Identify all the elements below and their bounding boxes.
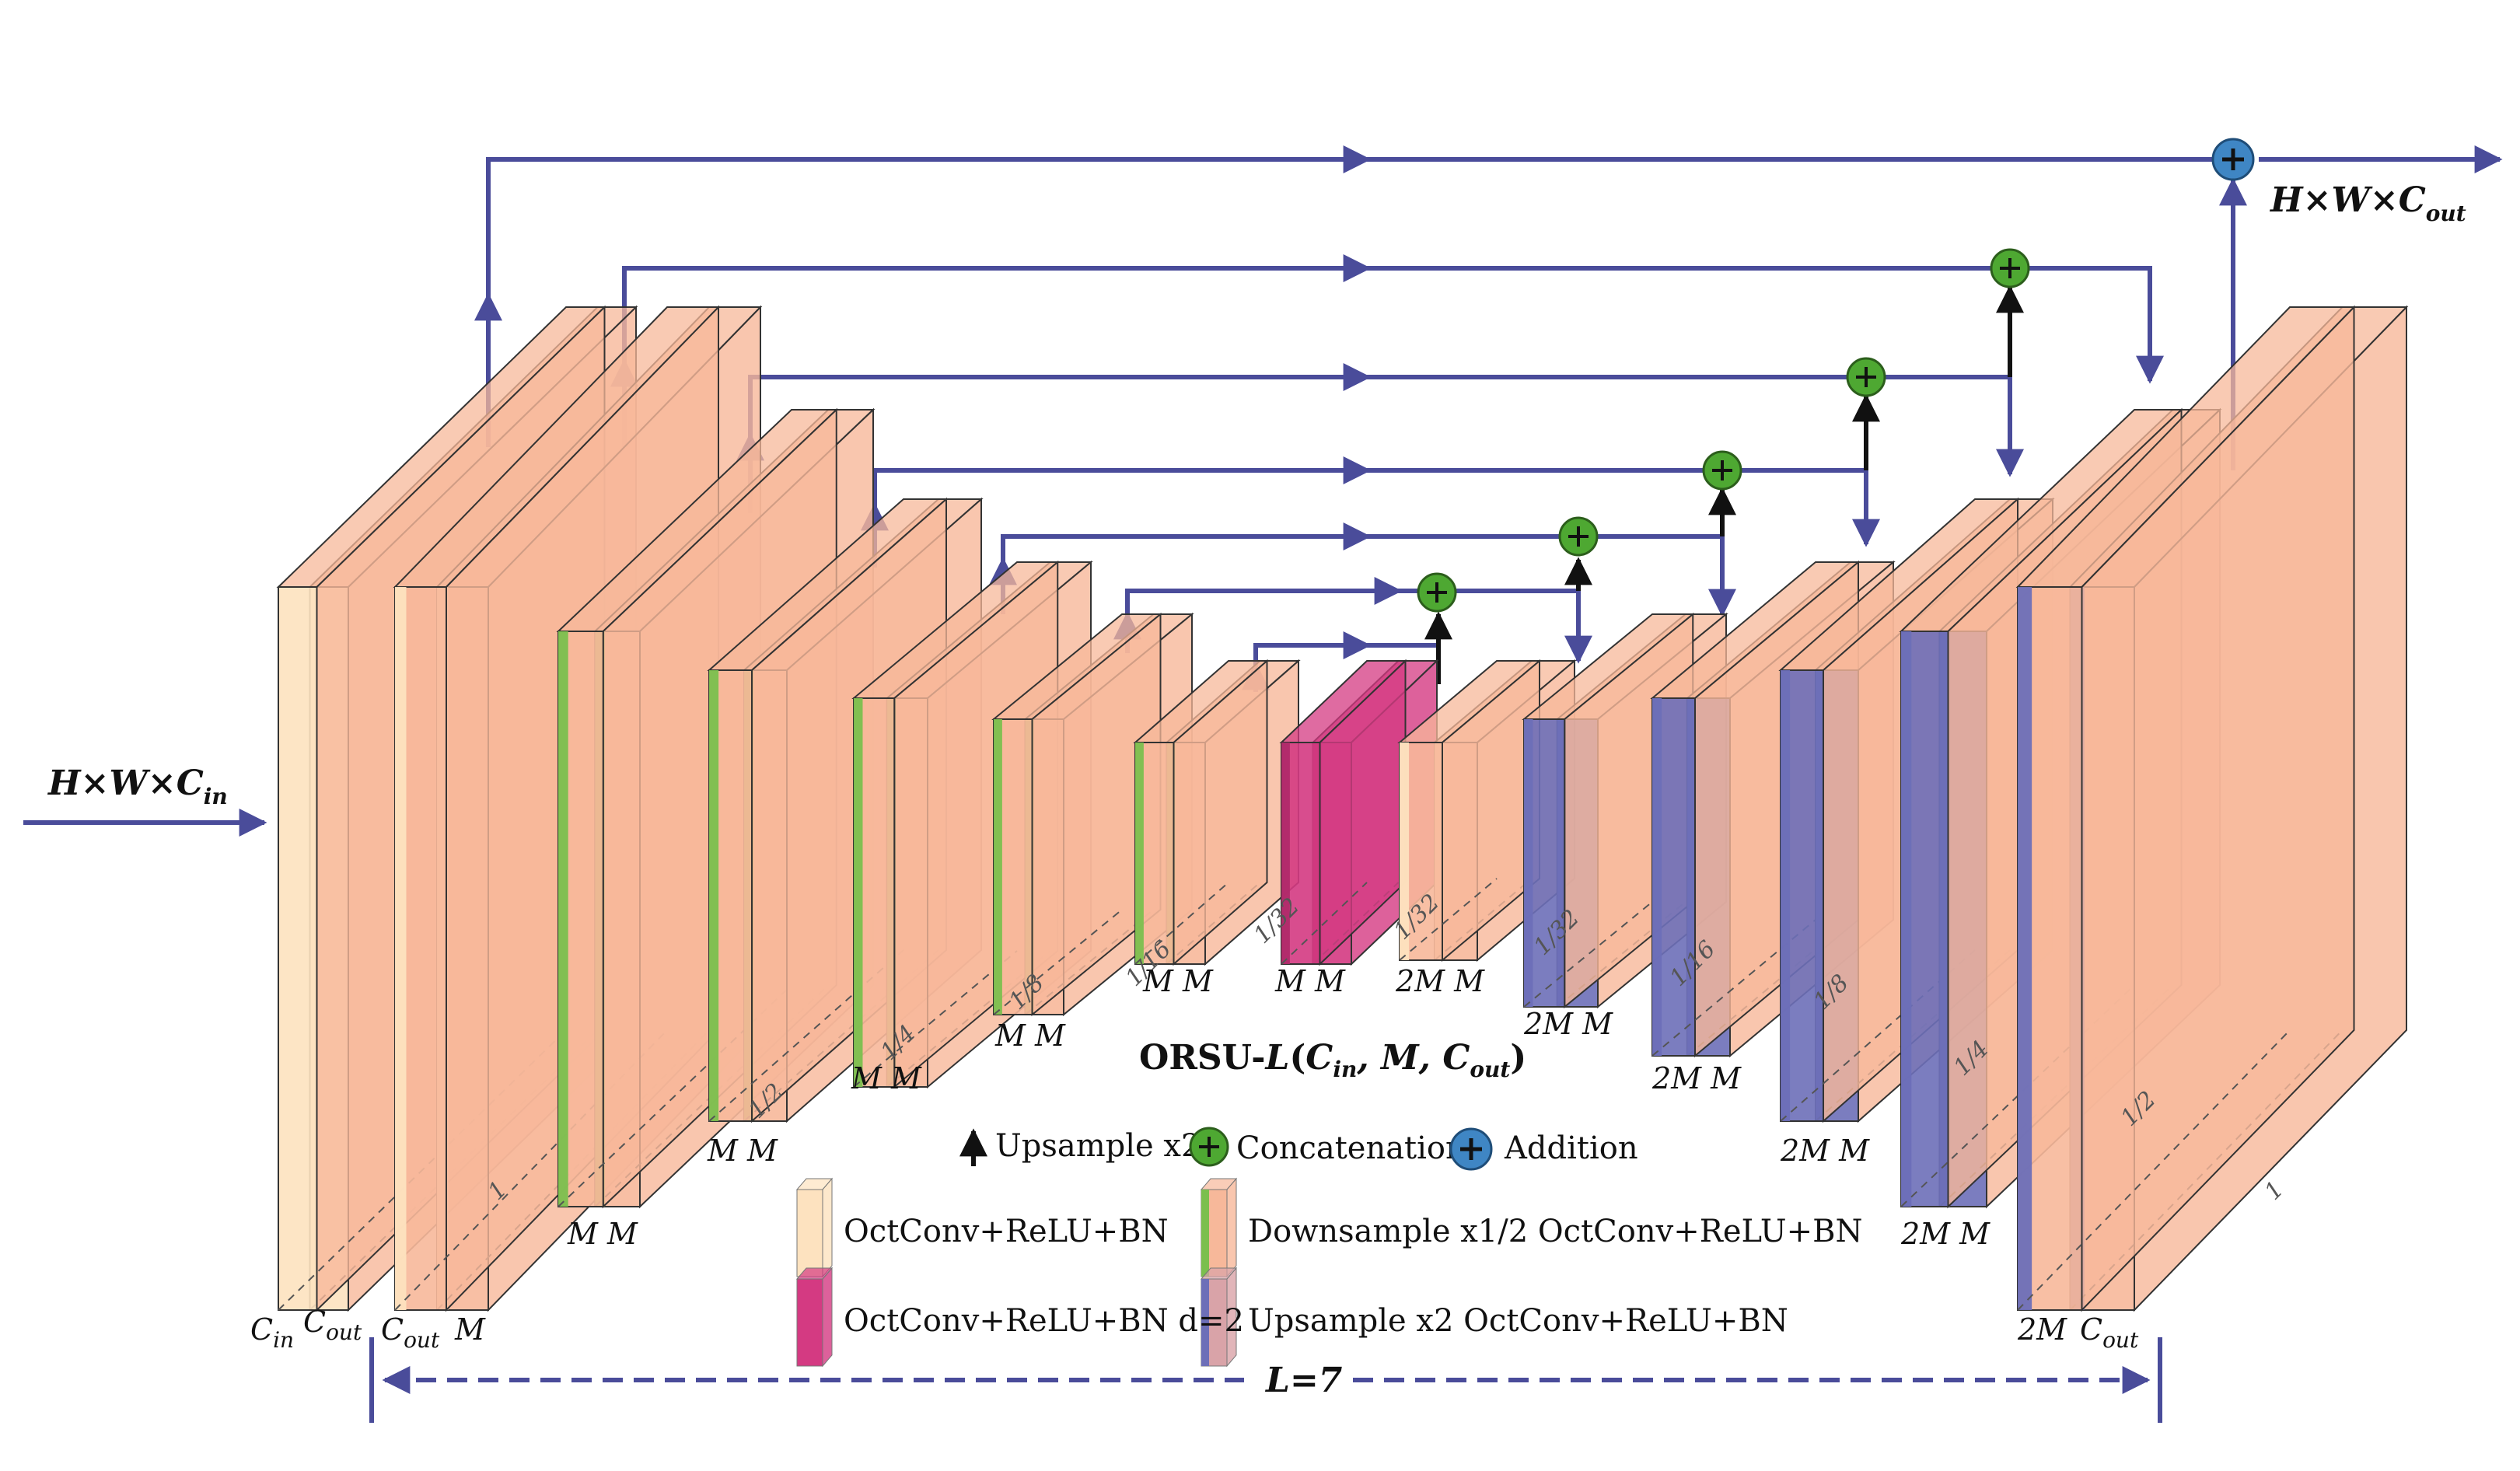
channel-labels: Cin Cout Cout M M M M M M M M M M M M M … xyxy=(250,964,2139,1353)
label-dec5: 2M M xyxy=(1395,964,1485,998)
skip-line-level2 xyxy=(748,375,2024,513)
label-enc2: M M xyxy=(707,1134,778,1168)
skip-line-level5 xyxy=(1125,589,1592,664)
legend-dilated-text: OctConv+ReLU+BN d=2 xyxy=(844,1303,1244,1339)
label-dec1: 2M M xyxy=(1900,1217,1990,1251)
label-enc1: M M xyxy=(567,1217,638,1251)
legend-octconv-text: OctConv+ReLU+BN xyxy=(844,1214,1169,1249)
block-bottleneck-slab-1 xyxy=(1279,659,1407,966)
block-enc5 xyxy=(1133,659,1301,966)
concat-node-4 xyxy=(1846,357,1886,397)
concat-node-1 xyxy=(1417,572,1457,613)
input-dim-label: H×W×Cin xyxy=(47,763,228,809)
legend-upconv-text: Upsample x2 OctConv+ReLU+BN xyxy=(1248,1303,1788,1339)
block-output-slab-1 xyxy=(2015,305,2356,1312)
concat-node-3 xyxy=(1702,450,1742,491)
label-out-cout: Cout xyxy=(2080,1312,2139,1353)
layer-blocks xyxy=(276,305,2409,1312)
legend-upsample: Upsample x2 xyxy=(959,1128,1201,1166)
output-dim-label: H×W×Cout xyxy=(2269,180,2466,226)
svg-text:Upsample x2: Upsample x2 xyxy=(995,1128,1201,1164)
label-enc4: M M xyxy=(994,1019,1066,1053)
span-label: L=7 xyxy=(1264,1361,1343,1400)
legend-upconv-swatch xyxy=(1200,1267,1238,1368)
label-conv-cout: Cout xyxy=(381,1312,440,1353)
legend-dilated-swatch xyxy=(795,1267,834,1368)
legend: Upsample x2 Concatenation Addition OctCo… xyxy=(795,1127,1863,1368)
block-dec5-slab-1 xyxy=(1397,659,1542,963)
label-dec3: 2M M xyxy=(1651,1061,1742,1095)
legend-octconv-swatch xyxy=(795,1177,834,1278)
add-legend-icon xyxy=(1449,1127,1493,1171)
concat-node-2 xyxy=(1558,516,1599,557)
label-input-cin: Cin xyxy=(250,1312,294,1353)
label-enc3: M M xyxy=(851,1061,922,1095)
label-bottleneck: M M xyxy=(1274,964,1346,998)
depth-span: L=7 xyxy=(369,1337,2162,1423)
label-input-cout: Cout xyxy=(303,1305,362,1345)
legend-swatches xyxy=(795,1177,1238,1368)
diagram-title: ORSU-L(Cin, M, Cout) xyxy=(1139,1038,1526,1082)
legend-downsample-text: Downsample x1/2 OctConv+ReLU+BN xyxy=(1248,1214,1863,1249)
legend-downsample-swatch xyxy=(1200,1177,1238,1278)
block-enc5-slab-1 xyxy=(1133,659,1270,966)
concat-node-5 xyxy=(1990,248,2030,288)
label-dec4: 2M M xyxy=(1523,1007,1613,1041)
label-enc5: M M xyxy=(1142,964,1214,998)
add-node xyxy=(2211,138,2255,181)
label-conv-m: M xyxy=(454,1312,486,1347)
skip-line-level4 xyxy=(1001,534,1736,617)
scale-1-right: 1 xyxy=(2260,1176,2289,1205)
concat-legend-icon xyxy=(1189,1127,1229,1167)
legend-concatenation: Concatenation xyxy=(1189,1127,1466,1167)
merge-nodes xyxy=(1417,138,2255,613)
upsample-arrows xyxy=(1424,285,2024,684)
legend-addition: Addition xyxy=(1449,1127,1638,1171)
label-out-2m: 2M xyxy=(2017,1312,2067,1347)
svg-text:Concatenation: Concatenation xyxy=(1236,1130,1466,1166)
svg-text:Addition: Addition xyxy=(1504,1130,1638,1166)
block-output xyxy=(2015,305,2409,1312)
label-dec2: 2M M xyxy=(1780,1134,1870,1168)
